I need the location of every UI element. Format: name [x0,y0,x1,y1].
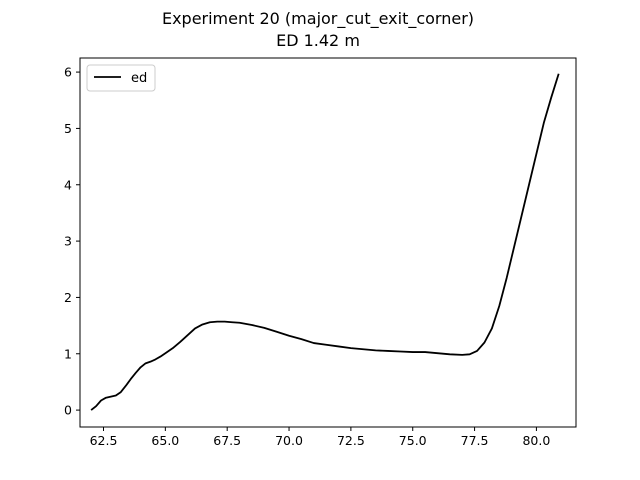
x-tick-label: 75.0 [399,433,427,448]
series-line-ed [90,73,560,411]
legend-label-ed: ed [131,71,147,86]
chart-subtitle: ED 1.42 m [276,31,360,50]
x-tick-label: 80.0 [522,433,550,448]
y-tick-label: 6 [64,65,72,80]
y-tick-label: 4 [64,177,72,192]
legend-box [86,64,156,92]
legend: ed [86,64,156,92]
x-tick-label: 72.5 [337,433,365,448]
y-tick-label: 5 [64,121,72,136]
chart-title: Experiment 20 (major_cut_exit_corner) [162,9,474,29]
x-tick-label: 65.0 [151,433,179,448]
x-tick-label: 70.0 [275,433,303,448]
x-tick-label: 67.5 [213,433,241,448]
y-tick-label: 1 [64,346,72,361]
axes-frame [79,57,577,428]
plot-area [79,57,577,428]
y-axis: 0 1 2 3 4 5 6 [64,65,80,418]
y-tick-label: 3 [64,234,72,249]
y-tick-label: 2 [64,290,72,305]
y-tick-label: 0 [64,403,72,418]
x-axis: 62.5 65.0 67.5 70.0 72.5 75.0 77.5 80.0 [90,427,550,448]
x-tick-label: 77.5 [461,433,489,448]
x-tick-label: 62.5 [90,433,118,448]
